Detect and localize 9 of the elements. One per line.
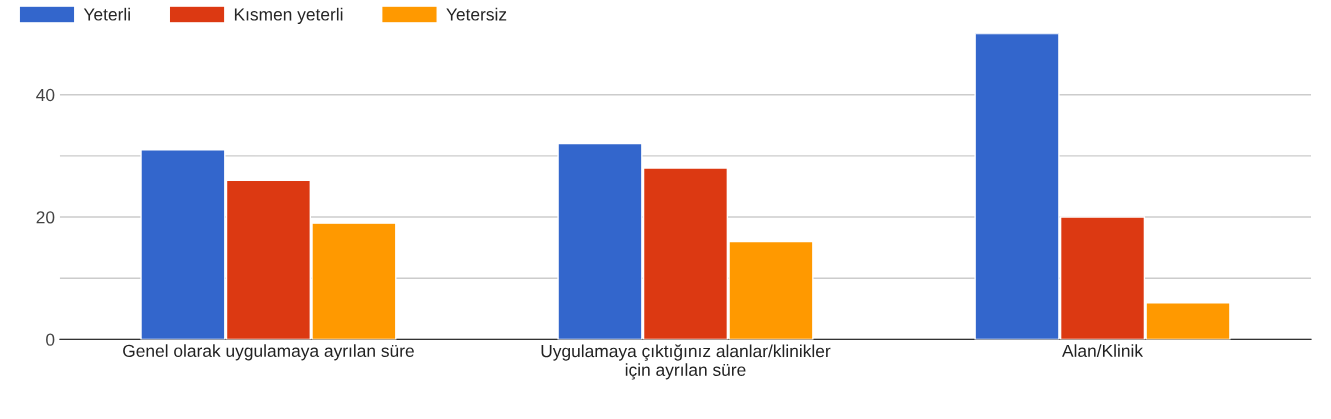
x-tick-label: Genel olarak uygulamaya ayrılan süre	[123, 344, 414, 361]
x-tick-label: Alan/Klinik	[1062, 344, 1144, 357]
legend-label: Yetersiz	[446, 7, 507, 21]
legend-label: Yeterli	[83, 7, 130, 21]
y-tick-label: 0	[46, 333, 55, 346]
x-tick-label: Uygulamaya çıktığınız alanlar/klinikler için ayrılan süre	[541, 344, 831, 380]
legend-label: Kısmen yeterli	[234, 7, 343, 25]
y-tick-label: 20	[36, 211, 55, 224]
y-tick-label: 40	[36, 88, 55, 102]
